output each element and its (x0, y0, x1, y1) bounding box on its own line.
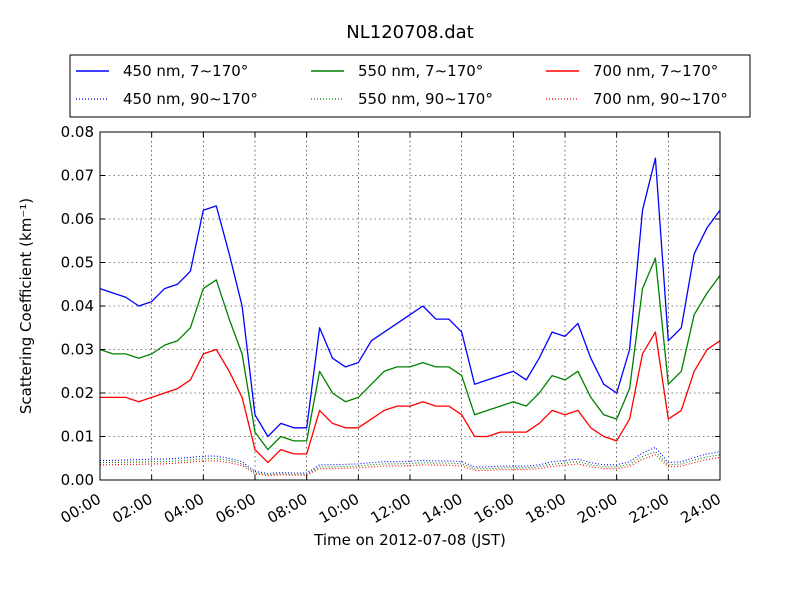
y-tick-label: 0.06 (61, 210, 94, 228)
series-line (99, 257, 721, 451)
legend-label: 700 nm, 7∼170° (593, 62, 718, 80)
y-axis: 0.00 0.01 0.02 0.03 0.04 0.05 0.06 0.07 0.08 (61, 123, 720, 489)
legend-label: 700 nm, 90∼170° (593, 90, 728, 108)
x-tick-label: 08:00 (264, 490, 310, 527)
legend: 450 nm, 7∼170° 550 nm, 7∼170° 700 nm, 7∼17… (69, 54, 751, 118)
y-tick-label: 0.03 (61, 341, 94, 359)
legend-label: 450 nm, 7∼170° (123, 62, 248, 80)
x-axis: 00:00 02:00 04:00 06:00 08:00 10:00 12:00 14:00… (58, 132, 724, 527)
series-line (100, 331, 721, 464)
x-tick-label: 04:00 (161, 490, 207, 527)
legend-label: 550 nm, 7∼170° (358, 62, 483, 80)
series-line (100, 446, 721, 475)
x-tick-label: 06:00 (213, 490, 259, 527)
grid (100, 132, 720, 480)
legend-label: 550 nm, 90∼170° (358, 90, 493, 108)
legend-frame (69, 54, 751, 118)
x-tick-label: 24:00 (678, 490, 724, 527)
y-tick-label: 0.05 (61, 254, 94, 272)
y-tick-label: 0.02 (61, 384, 94, 402)
x-tick-label: 22:00 (626, 490, 672, 527)
series-line (99, 157, 721, 438)
chart-title: NL120708.dat (346, 22, 473, 43)
y-tick-label: 0.04 (61, 297, 94, 315)
x-axis-label: Time on 2012-07-08 (JST) (313, 531, 506, 549)
x-tick-label: 10:00 (316, 490, 362, 527)
y-tick-label: 0.08 (61, 123, 94, 141)
series-group (99, 157, 721, 477)
x-tick-label: 14:00 (419, 490, 465, 527)
legend-label: 450 nm, 90∼170° (123, 90, 258, 108)
series-line (100, 451, 721, 476)
y-tick-label: 0.01 (61, 428, 94, 446)
x-tick-label: 18:00 (523, 490, 569, 527)
y-axis-label: Scattering Coefficient (km⁻¹) (17, 198, 35, 414)
x-tick-label: 20:00 (574, 490, 620, 527)
x-tick-label: 00:00 (58, 490, 104, 527)
y-tick-label: 0.07 (61, 167, 94, 185)
x-tick-label: 02:00 (109, 490, 155, 527)
y-tick-label: 0.00 (61, 471, 94, 489)
x-tick-label: 12:00 (368, 490, 414, 527)
x-tick-label: 16:00 (471, 490, 517, 527)
